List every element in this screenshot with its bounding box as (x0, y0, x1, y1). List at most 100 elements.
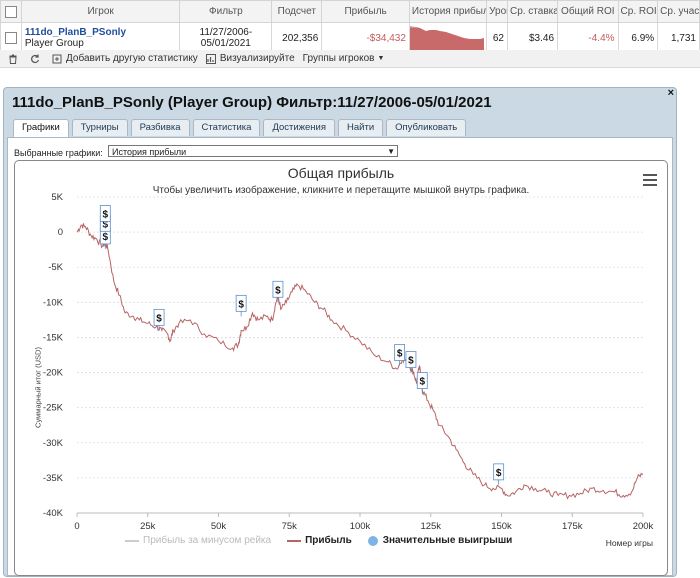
x-tick-label: 0 (74, 521, 79, 532)
player-groups-label: Группы игроков (302, 53, 375, 64)
profit-history-sparkline[interactable] (408, 22, 488, 54)
big-win-flag (493, 463, 505, 481)
add-stats-label: Добавить другую статистику (66, 53, 198, 64)
col-header-avg-participants[interactable]: Ср. участ (657, 0, 700, 23)
tab-find[interactable]: Найти (338, 119, 384, 136)
profit-series-line (76, 223, 644, 500)
y-tick-label: 0 (58, 227, 63, 238)
filter-end: 05/01/2021 (200, 38, 251, 49)
col-header-filter[interactable]: Фильтр (179, 0, 273, 23)
add-stats-button[interactable]: Добавить другую статистику (52, 53, 198, 64)
big-win-flag (405, 351, 417, 368)
chevron-down-icon: ▼ (377, 55, 385, 62)
legend-item-profit[interactable]: Прибыль (287, 535, 352, 546)
tab-statistics[interactable]: Статистика (192, 119, 261, 136)
filter-start: 11/27/2006- (199, 27, 253, 38)
x-axis-label: Номер игры (605, 538, 653, 548)
player-cell: 111do_PlanB_PSonly Player Group (20, 22, 181, 54)
col-header-profit-history[interactable]: История прибыли (408, 0, 488, 23)
col-header-avg-roi[interactable]: Ср. ROI (617, 0, 659, 23)
x-tick-label: 75k (282, 521, 298, 532)
chart-title: Общая прибыль (287, 165, 395, 181)
tab-breakdown[interactable]: Разбивка (130, 119, 190, 136)
legend-item-big-wins[interactable]: Значительные выигрыши (367, 535, 513, 546)
legend-label-wins: Значительные выигрыши (382, 535, 513, 546)
avg-roi-cell: 6.9% (617, 22, 659, 54)
selected-charts-label: Выбранные графики: (14, 148, 103, 158)
big-win-dollar-icon: $ (496, 468, 502, 479)
chart-select[interactable]: История прибыли ▼ (108, 145, 398, 157)
x-tick-label: 50k (211, 521, 227, 532)
visualize-label: Визуализируйте (219, 53, 295, 64)
big-win-flag (153, 308, 165, 326)
filter-cell: 11/27/2006- 05/01/2021 (179, 22, 273, 54)
count-cell: 202,356 (271, 22, 323, 54)
profit-chart[interactable]: Общая прибыль Чтобы увеличить изображени… (14, 160, 668, 576)
big-win-flag (394, 344, 406, 361)
total-roi-cell: -4.4% (557, 22, 619, 54)
col-header-level[interactable]: Уровень (486, 0, 508, 23)
y-tick-label: -30K (43, 438, 64, 449)
avg-participants-cell: 1,731 (657, 22, 700, 54)
chart-plot: 5K 0 -5K -10K -15K -20K -25K -30K -35K -40K 0 25k 50… (43, 192, 654, 532)
y-tick-label: 5K (51, 192, 63, 203)
big-win-flag (99, 205, 111, 222)
table-toolbar: Добавить другую статистику Визуализируйт… (0, 50, 700, 68)
tab-achievements[interactable]: Достижения (263, 119, 336, 136)
sparkline-chart (410, 26, 484, 50)
y-tick-label: -25K (43, 403, 64, 414)
big-win-dollar-icon: $ (103, 232, 109, 243)
col-header-player[interactable]: Игрок (20, 0, 181, 23)
col-header-count[interactable]: Подсчет (271, 0, 323, 23)
level-cell: 62 (486, 22, 508, 54)
legend-item-rake-profit[interactable]: Прибыль за минусом рейка (125, 535, 271, 546)
x-tick-label: 125k (420, 521, 441, 532)
big-win-dollar-icon: $ (275, 285, 281, 296)
x-tick-label: 150k (491, 521, 512, 532)
close-icon[interactable]: × (667, 87, 674, 99)
avg-stake-cell: $3.46 (506, 22, 559, 54)
x-tick-label: 25k (140, 521, 156, 532)
trash-icon[interactable] (8, 54, 22, 64)
big-win-flag (235, 294, 247, 312)
y-tick-label: -5K (48, 262, 63, 273)
col-header-profit[interactable]: Прибыль (321, 0, 410, 23)
y-tick-label: -35K (43, 473, 64, 484)
col-header-avg-stake[interactable]: Ср. ставка (506, 0, 559, 23)
big-win-flag (272, 280, 284, 298)
add-stats-icon (52, 54, 62, 63)
big-win-dollar-icon: $ (156, 313, 162, 324)
chart-subtitle: Чтобы увеличить изображение, кликните и … (152, 185, 530, 196)
visualize-button[interactable]: Визуализируйте (205, 53, 295, 64)
report-tabs: Графики Турниры Разбивка Статистика Дост… (13, 119, 469, 137)
player-group-label: Player Group (24, 38, 84, 49)
row-checkbox[interactable] (0, 22, 22, 54)
y-tick-label: -20K (43, 368, 64, 379)
player-name-link[interactable]: 111do_PlanB_PSonly (24, 27, 127, 38)
tab-charts[interactable]: Графики (13, 119, 69, 137)
sparkline-area (410, 26, 484, 50)
charts-tab-content: Выбранные графики: История прибыли ▼ Общ… (7, 137, 673, 576)
big-win-dollar-icon: $ (397, 348, 403, 359)
big-win-dollar-icon: $ (408, 356, 414, 367)
tab-publish[interactable]: Опубликовать (386, 119, 467, 136)
x-tick-label: 100k (350, 521, 371, 532)
chart-select-value: История прибыли (112, 147, 187, 157)
select-all-checkbox[interactable] (0, 0, 22, 23)
hamburger-menu-icon[interactable] (643, 174, 657, 189)
chevron-down-icon: ▼ (387, 147, 395, 156)
x-tick-label: 200k (633, 521, 654, 532)
y-tick-label: -40K (43, 508, 64, 519)
table-row: 111do_PlanB_PSonly Player Group 11/27/20… (0, 22, 700, 54)
player-groups-dropdown[interactable]: Группы игроков ▼ (303, 53, 385, 64)
big-win-dollar-icon: $ (419, 377, 425, 388)
legend-swatch-rake (125, 539, 139, 542)
tab-tournaments[interactable]: Турниры (71, 119, 128, 136)
refresh-icon[interactable] (30, 54, 44, 64)
y-tick-label: -10K (43, 297, 64, 308)
legend-swatch-wins (367, 535, 378, 546)
y-tick-label: -15K (43, 332, 64, 343)
col-header-total-roi[interactable]: Общий ROI (557, 0, 619, 23)
table-header-row: Игрок Фильтр Подсчет Прибыль История при… (0, 0, 700, 23)
legend-label-rake: Прибыль за минусом рейка (143, 535, 272, 546)
